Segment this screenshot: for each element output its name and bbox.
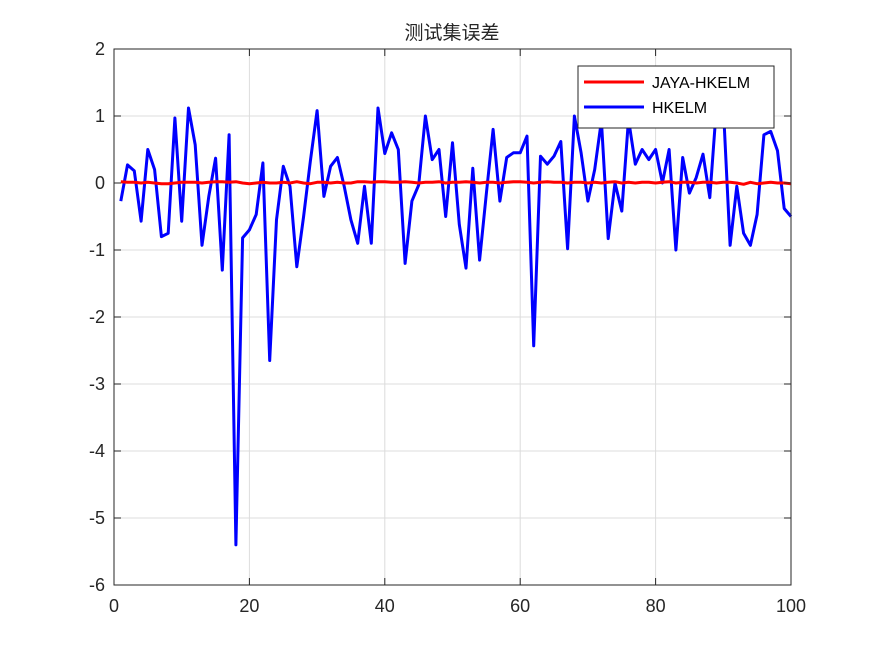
x-tick-label: 100 xyxy=(776,596,806,616)
y-tick-label: -2 xyxy=(89,307,105,327)
x-tick-label: 0 xyxy=(109,596,119,616)
y-tick-label: 0 xyxy=(95,173,105,193)
axis-ticks: 0 20 40 60 80 100 -6 -5 -4 -3 -2 -1 0 1 2 xyxy=(89,39,806,616)
y-tick-label: 1 xyxy=(95,106,105,126)
legend-label: HKELM xyxy=(652,100,707,117)
series-line-jaya-hkelm xyxy=(120,180,792,186)
y-tick-label: -5 xyxy=(89,508,105,528)
chart-title: 测试集误差 xyxy=(404,22,499,44)
y-tick-label: -6 xyxy=(89,575,105,595)
y-tick-label: -1 xyxy=(89,240,105,260)
y-tick-label: -3 xyxy=(89,374,105,394)
x-tick-label: 20 xyxy=(239,596,259,616)
x-tick-label: 40 xyxy=(375,596,395,616)
y-tick-label: -4 xyxy=(89,441,105,461)
legend-box xyxy=(577,65,775,129)
legend-label: JAYA-HKELM xyxy=(652,75,750,92)
series-lines xyxy=(119,104,793,547)
x-tick-label: 60 xyxy=(510,596,530,616)
legend: JAYA-HKELM HKELM xyxy=(577,65,775,129)
y-tick-label: 2 xyxy=(95,39,105,59)
x-tick-label: 80 xyxy=(646,596,666,616)
